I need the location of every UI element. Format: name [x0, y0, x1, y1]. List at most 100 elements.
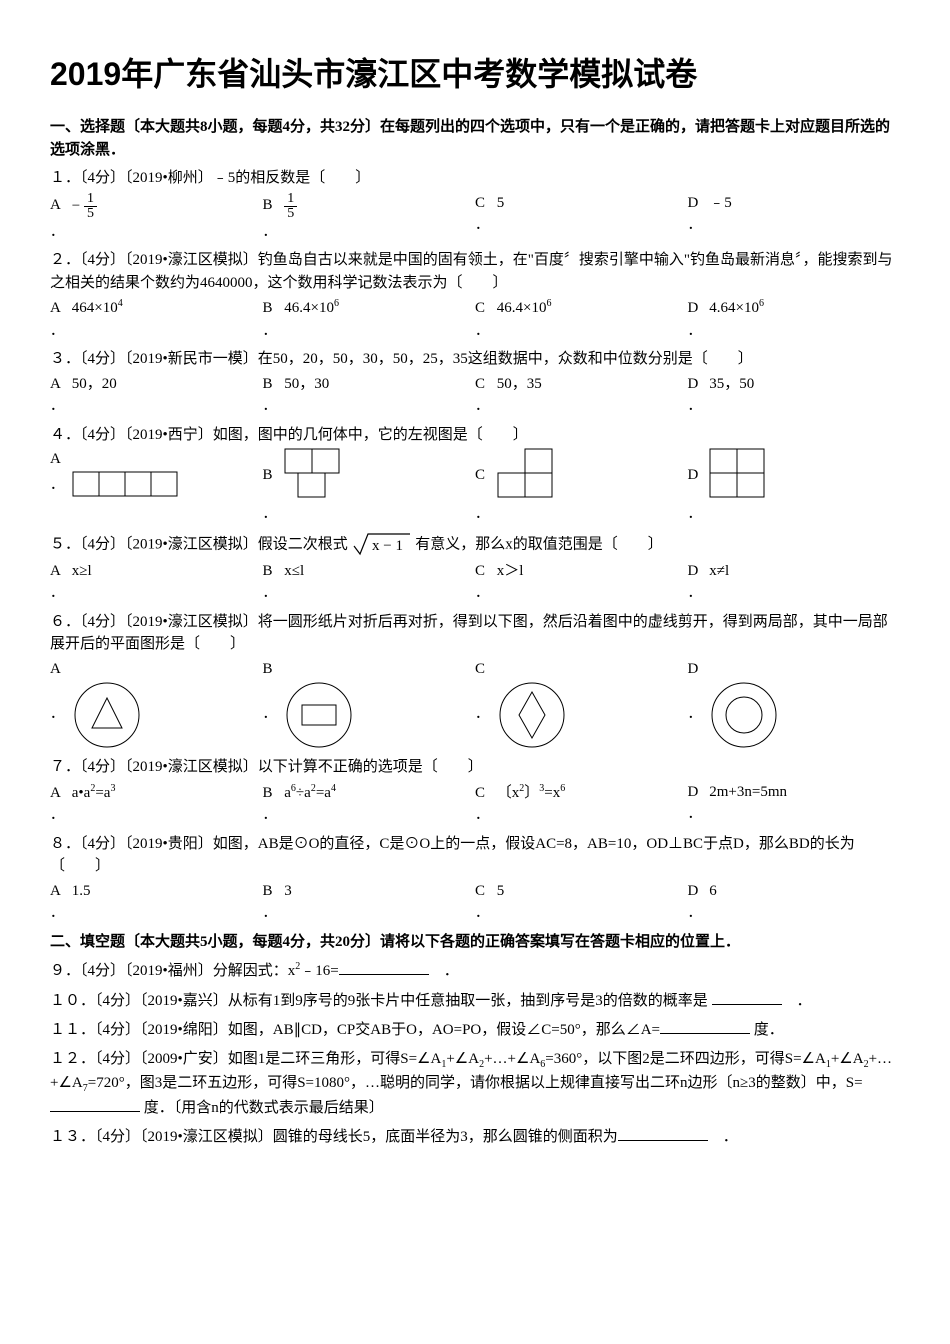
opt-letter: B [263, 297, 281, 320]
q2-optB: B 46.4×106 ． [263, 296, 476, 342]
circle-ring-icon [709, 680, 779, 750]
q5-optC: C x＞l ． [475, 560, 688, 605]
opt-letter: A [50, 194, 68, 217]
opt-dot: ． [50, 583, 68, 604]
opt-dot: ． [475, 583, 493, 604]
opt-letter: D [688, 464, 706, 487]
opt-value: 3 [284, 883, 292, 899]
q9-stem-b: ﹣16= [300, 963, 338, 979]
section2-heading: 二、填空题〔本大题共5小题，每题4分，共20分〕请将以下各题的正确答案填写在答题… [50, 931, 900, 954]
q1-optB: B 1 5 ． [263, 192, 476, 244]
opt-letter: B [263, 464, 281, 487]
opt-letter: B [263, 658, 281, 681]
opt-letter: A [50, 448, 68, 471]
opt-value: 46.4×10 [497, 300, 547, 316]
shape-square4-icon [709, 448, 779, 503]
q8-optA: A 1.5 ． [50, 880, 263, 925]
shape-tblock-icon [284, 448, 354, 503]
exponent: 6 [759, 298, 764, 309]
opt-value: 50，35 [497, 376, 542, 392]
opt-letter: C [475, 880, 493, 903]
opt-dot: ． [263, 704, 281, 725]
opt-letter: A [50, 297, 68, 320]
q8-options: A 1.5 ． B 3 ． C 5 ． D 6 ． [50, 880, 900, 925]
opt-letter: A [50, 782, 68, 805]
opt-letter: D [688, 297, 706, 320]
sqrt-icon: x − 1 [352, 532, 412, 558]
opt-dot: ． [688, 321, 706, 342]
opt-value: x≥l [72, 563, 92, 579]
q10-tail: ． [782, 993, 812, 1009]
opt-dot: ． [475, 704, 493, 725]
opt-dot: ． [475, 504, 493, 525]
opt-letter: C [475, 464, 493, 487]
opt-letter: D [688, 658, 706, 681]
opt-dot: ． [50, 805, 68, 826]
opt-dot: ． [263, 903, 281, 924]
opt-letter: B [263, 880, 281, 903]
opt-dot: ． [50, 475, 68, 496]
exp: 6 [560, 783, 565, 794]
q13: １３．〔4分〕〔2019•濠江区模拟〕圆锥的母线长5，底面半径为3，那么圆锥的侧… [50, 1125, 900, 1149]
q6-optD: D ． [688, 658, 901, 751]
exponent: 4 [118, 298, 123, 309]
circle-rect-icon [284, 680, 354, 750]
expr: 〔x [497, 785, 520, 801]
opt-dot: ． [263, 805, 281, 826]
shape-row4-icon [72, 471, 182, 501]
exponent: 6 [546, 298, 551, 309]
opt-dot: ． [263, 583, 281, 604]
opt-letter: B [263, 560, 281, 583]
q6-optB: B ． [263, 658, 476, 751]
opt-dot: ． [263, 321, 281, 342]
q13-stem-a: １３．〔4分〕〔2019•濠江区模拟〕圆锥的母线长5，底面半径为3，那么圆锥的侧… [50, 1129, 618, 1145]
expr: ÷a [296, 785, 311, 801]
opt-letter: D [688, 373, 706, 396]
q12: １２．〔4分〕〔2009•广安〕如图1是二环三角形，可得S=∠A1+∠A2+…+… [50, 1048, 900, 1120]
q11-stem-b: 度． [754, 1022, 784, 1038]
opt-dot: ． [475, 805, 493, 826]
q13-stem-b: ． [708, 1129, 738, 1145]
q12h: 度．〔用含n的代数式表示最后结果〕 [144, 1100, 384, 1116]
opt-letter: A [50, 373, 68, 396]
expr: =a [316, 785, 331, 801]
opt-value: 464×10 [72, 300, 118, 316]
q2-optD: D 4.64×106 ． [688, 296, 901, 342]
q3-optD: D 35，50 ． [688, 373, 901, 418]
blank [339, 959, 429, 975]
opt-letter: C [475, 782, 493, 805]
opt-dot: ． [688, 215, 706, 236]
opt-letter: B [263, 782, 281, 805]
q5-stem: ５．〔4分〕〔2019•濠江区模拟〕假设二次根式 x − 1 有意义，那么x的取… [50, 532, 900, 558]
q3-optC: C 50，35 ． [475, 373, 688, 418]
q3-optA: A 50，20 ． [50, 373, 263, 418]
radicand: x − 1 [372, 538, 403, 554]
opt-dot: ． [688, 396, 706, 417]
q3-optB: B 50，30 ． [263, 373, 476, 418]
q2-options: A 464×104 ． B 46.4×106 ． C 46.4×106 ． D … [50, 296, 900, 342]
q6-optC: C ． [475, 658, 688, 751]
opt-dot: ． [263, 396, 281, 417]
q2-optA: A 464×104 ． [50, 296, 263, 342]
opt-dot: ． [688, 804, 706, 825]
expr: 〕 [524, 785, 539, 801]
opt-dot: ． [50, 903, 68, 924]
q11: １１．〔4分〕〔2019•绵阳〕如图，AB∥CD，CP交AB于O，AO=PO，假… [50, 1018, 900, 1042]
q8-optC: C 5 ． [475, 880, 688, 925]
q7-options: A a•a2=a3 ． B a6÷a2=a4 ． C 〔x2〕3=x6 ． D … [50, 781, 900, 827]
opt-letter: A [50, 658, 68, 681]
q9-stem-c: ． [429, 963, 459, 979]
expr: a [284, 785, 291, 801]
opt-value: x≠l [709, 563, 729, 579]
opt-value: 35，50 [709, 376, 754, 392]
q7-optA: A a•a2=a3 ． [50, 781, 263, 827]
opt-letter: D [688, 192, 706, 215]
opt-letter: C [475, 192, 493, 215]
opt-letter: A [50, 560, 68, 583]
q12a: １２．〔4分〕〔2009•广安〕如图1是二环三角形，可得S=∠A [50, 1051, 441, 1067]
q10: １０．〔4分〕〔2019•嘉兴〕从标有1到9序号的9张卡片中任意抽取一张，抽到序… [50, 989, 900, 1013]
opt-dot: ． [50, 321, 68, 342]
opt-letter: B [263, 194, 281, 217]
q6-options: A ． B ． C ． D ． [50, 658, 900, 751]
opt-value: 50，30 [284, 376, 329, 392]
